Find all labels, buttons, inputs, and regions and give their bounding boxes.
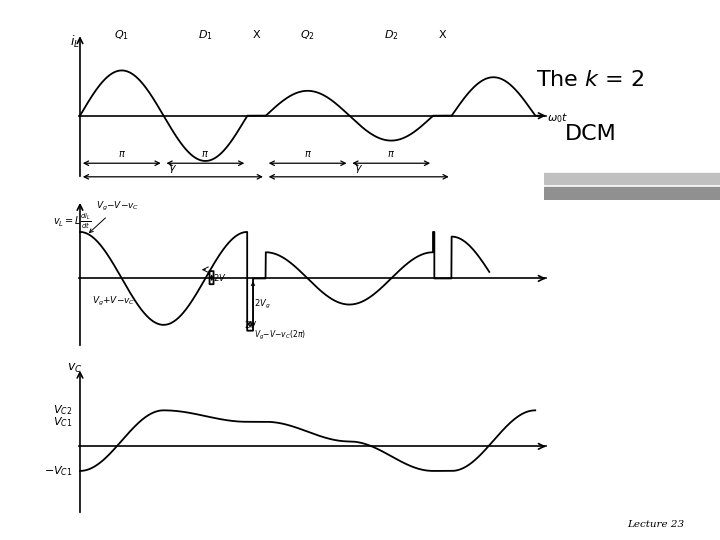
Text: $V_{C1}$: $V_{C1}$ xyxy=(53,415,73,429)
Text: $Q_1$: $Q_1$ xyxy=(114,28,130,42)
Bar xyxy=(544,187,720,200)
Text: $Q_2$: $Q_2$ xyxy=(300,28,315,42)
Text: $D_1$: $D_1$ xyxy=(198,28,213,42)
Text: $v_C$: $v_C$ xyxy=(67,362,82,375)
Text: DCM: DCM xyxy=(564,124,616,144)
Text: $\omega_0 t$: $\omega_0 t$ xyxy=(546,111,568,125)
Text: X: X xyxy=(253,30,261,40)
Text: The $k$ = 2: The $k$ = 2 xyxy=(536,70,644,90)
Text: $\gamma$: $\gamma$ xyxy=(354,163,364,175)
Text: $V_g{-}V{-}v_C(2\pi)$: $V_g{-}V{-}v_C(2\pi)$ xyxy=(254,329,306,342)
Text: X: X xyxy=(438,30,446,40)
Text: $v_L{=}L\frac{di_L}{dt}$: $v_L{=}L\frac{di_L}{dt}$ xyxy=(53,212,91,231)
Text: $\pi$: $\pi$ xyxy=(304,150,312,159)
Text: $-V_{C1}$: $-V_{C1}$ xyxy=(44,464,73,478)
Text: $2V$: $2V$ xyxy=(244,319,258,330)
Text: $\pi$: $\pi$ xyxy=(202,150,210,159)
Text: $2V$: $2V$ xyxy=(212,272,226,283)
Text: $\pi$: $\pi$ xyxy=(118,150,126,159)
Text: Lecture 23: Lecture 23 xyxy=(627,520,684,529)
Text: $\pi$: $\pi$ xyxy=(387,150,395,159)
Text: $i_L$: $i_L$ xyxy=(71,33,80,50)
Text: $V_g{-}V{-}v_C$: $V_g{-}V{-}v_C$ xyxy=(89,200,140,233)
Bar xyxy=(544,173,720,184)
Text: $D_2$: $D_2$ xyxy=(384,28,399,42)
Text: $2V_g$: $2V_g$ xyxy=(254,298,271,311)
Text: $V_g{+}V{-}v_C$: $V_g{+}V{-}v_C$ xyxy=(92,294,135,308)
Text: $\gamma$: $\gamma$ xyxy=(168,163,177,175)
Text: $V_{C2}$: $V_{C2}$ xyxy=(53,403,73,417)
